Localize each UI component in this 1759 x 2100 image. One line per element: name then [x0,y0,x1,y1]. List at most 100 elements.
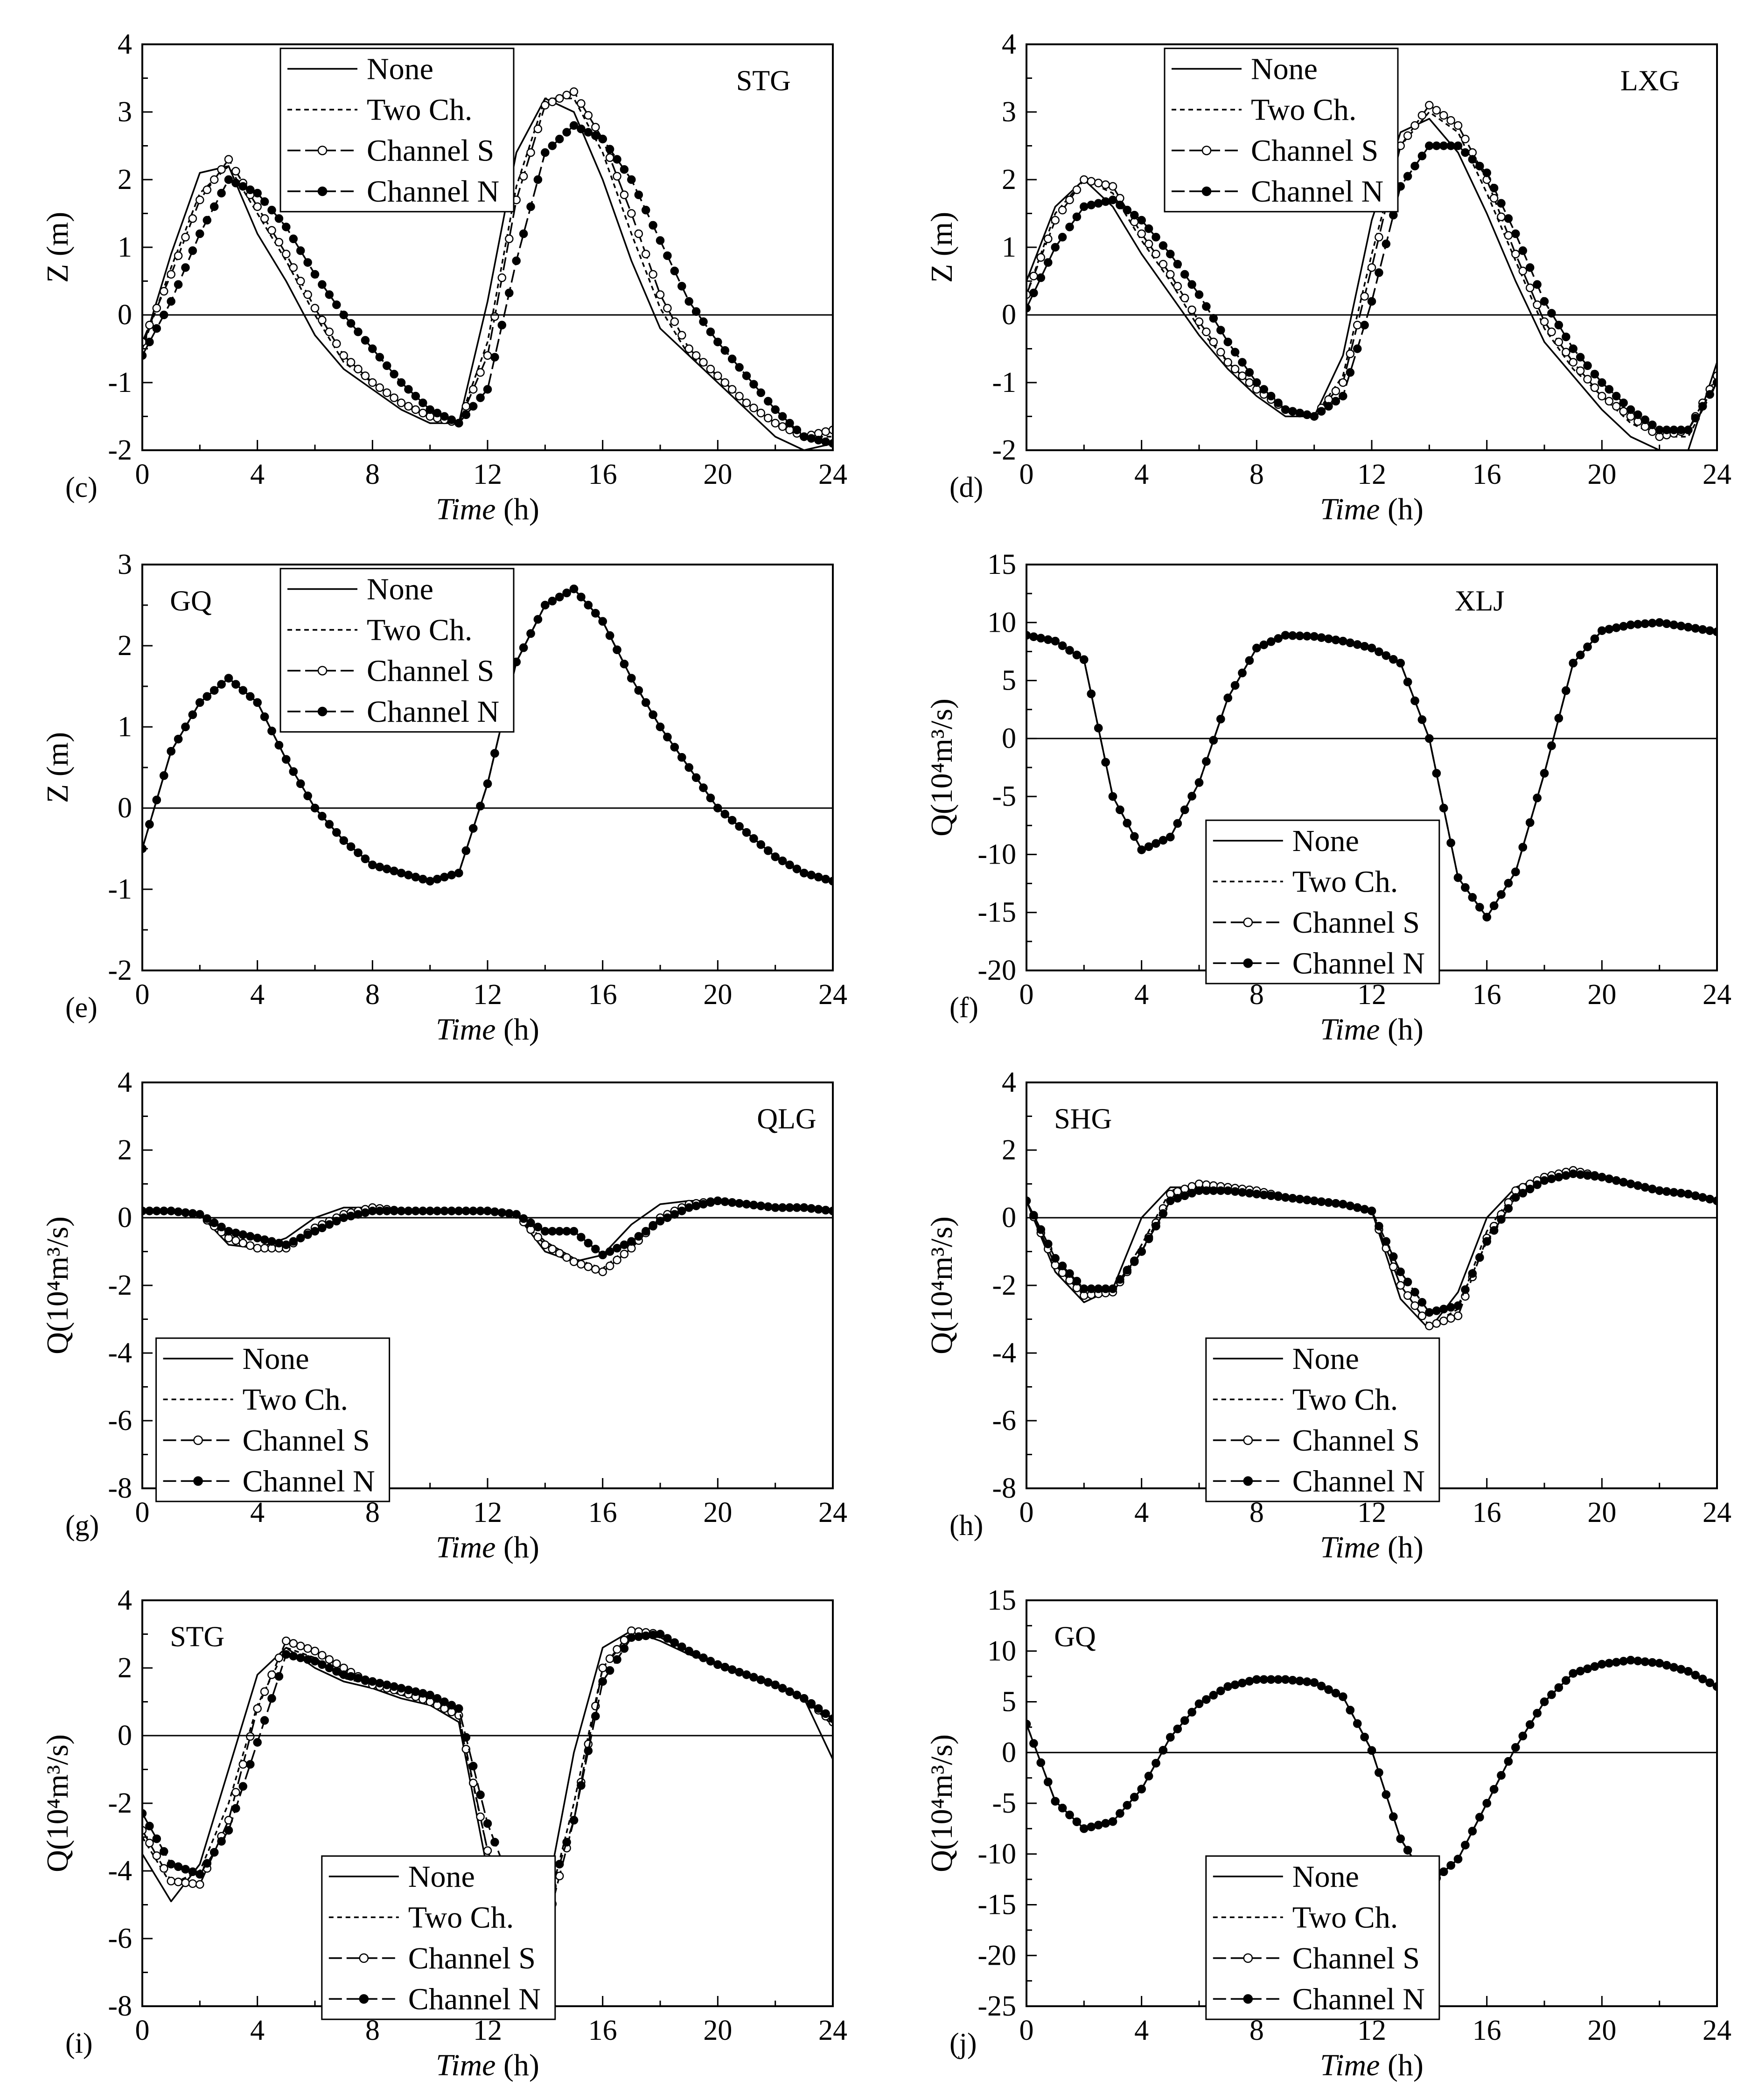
series-point [1562,686,1571,695]
series-point [1432,1319,1441,1328]
x-tick-label: 0 [1019,979,1034,1011]
series-point [1626,405,1635,414]
series-point [246,1241,255,1250]
series-point [1590,383,1599,392]
series-point [1324,634,1333,643]
series-group [1026,101,1717,450]
legend-box [1205,1855,1440,2020]
y-tick-label: 0 [118,792,132,824]
legend: None Two Ch. Channel S Channel N [155,1337,391,1502]
series-point [1640,619,1650,628]
series-point [670,317,679,326]
series-point [1339,1692,1347,1701]
series-point [167,1860,175,1869]
series-point [461,1207,471,1215]
series-point [771,1203,780,1212]
series-point [1295,1676,1305,1686]
legend-box [321,1855,556,2020]
y-tick-label: -6 [992,1405,1016,1437]
series-point [483,779,492,788]
y-tick-label: 4 [118,28,132,60]
series-point [1080,655,1089,664]
series-group [1026,618,1717,921]
series-point [1375,233,1383,242]
series-point [238,686,248,695]
series-point [649,221,657,230]
series-point [512,1210,521,1219]
y-tick-label: 2 [1002,164,1016,195]
series-point [310,1657,320,1666]
series-point [382,361,391,370]
series-point [1525,1720,1535,1729]
series-point [152,1207,161,1215]
series-point [742,398,751,407]
series-point [1346,368,1355,377]
series-point [1223,1186,1232,1195]
series-none [1026,1169,1717,1331]
series-point [649,1631,657,1640]
series-point [426,405,434,414]
series-point [627,1633,636,1642]
series-point [1461,134,1470,144]
y-tick-label: 3 [118,96,132,128]
x-axis-title: Time (h) [436,1530,539,1564]
series-point [1180,805,1189,814]
legend-box [155,1337,391,1502]
series-point [1187,792,1196,801]
series-point [1562,1676,1571,1685]
series-point [792,1690,802,1700]
series-point [303,791,312,801]
legend-label: Channel S [243,1423,370,1458]
series-point [1173,282,1182,291]
series-point [454,419,463,428]
series-point [318,280,327,289]
series-point [562,1253,571,1262]
legend-label: Channel N [367,174,499,209]
series-point [1202,302,1211,311]
series-point [1425,1321,1434,1331]
y-tick-label: 1 [118,231,132,263]
series-point [160,1847,168,1856]
series-point [1612,1658,1621,1667]
series-point [656,236,665,245]
series-point [332,1667,341,1676]
y-tick-label: 1 [118,711,132,743]
legend-label: Channel S [1292,1941,1420,1975]
series-point [375,353,384,362]
series-point [1382,1237,1391,1246]
legend-box [279,568,515,733]
series-point [1389,1262,1398,1271]
series-point [1094,179,1103,188]
series-point [476,368,485,377]
series-point [447,871,456,879]
series-point [447,1701,456,1710]
series-point [1094,1821,1103,1830]
series-point [1194,1699,1204,1709]
series-point [167,1207,175,1215]
y-tick-label: 15 [987,1584,1016,1616]
series-point [699,358,708,367]
series-point [727,355,737,363]
series-point [181,722,190,732]
legend-item: Channel N [287,695,499,729]
station-label: GQ [1054,1621,1096,1653]
x-axis-title: Time (h) [436,492,539,526]
series-point [426,1690,434,1700]
x-tick-label: 20 [1587,1497,1616,1528]
series-point [476,1207,485,1215]
series-point [1087,689,1096,698]
series-point [526,202,535,211]
series-point [202,216,212,225]
series-point [303,1655,312,1664]
series-point [598,134,607,144]
series-point [1137,216,1146,225]
series-point [289,767,298,776]
series-point [1159,241,1168,250]
series-point [1511,867,1520,876]
series-point [1475,903,1484,912]
series-point [224,674,233,683]
series-point [785,860,794,870]
series-point [1281,1193,1290,1202]
series-point [1432,106,1441,115]
series-point [1540,317,1549,326]
